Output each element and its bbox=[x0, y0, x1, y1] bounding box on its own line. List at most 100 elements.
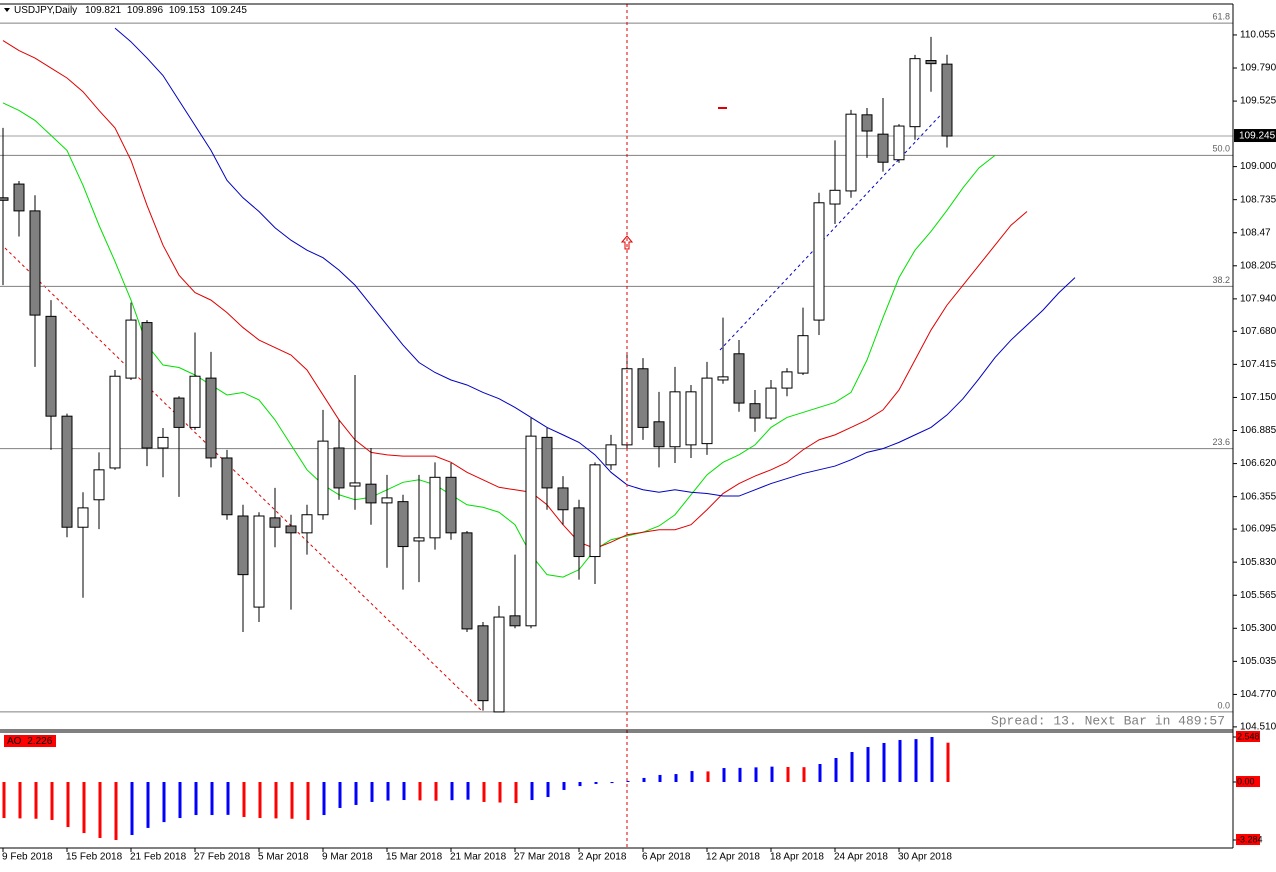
ao-tick-label: 2.548 bbox=[1237, 731, 1260, 741]
x-tick-label: 6 Apr 2018 bbox=[642, 852, 691, 863]
candle-body bbox=[429, 476, 441, 539]
y-tick-label: 109.525 bbox=[1240, 96, 1276, 107]
fib-label: 23.6 bbox=[1212, 437, 1230, 447]
candle-body bbox=[765, 387, 777, 419]
header-low: 109.153 bbox=[169, 5, 206, 16]
ma-line bbox=[2, 40, 1028, 549]
candle-body bbox=[653, 421, 665, 448]
price-pane bbox=[0, 22, 1233, 713]
x-tick-label: 9 Mar 2018 bbox=[322, 852, 373, 863]
candle-body bbox=[333, 447, 345, 489]
ao-tick-box bbox=[1236, 731, 1260, 743]
x-tick-label: 21 Mar 2018 bbox=[450, 852, 507, 863]
candle-body bbox=[365, 483, 377, 504]
x-tick-label: 18 Apr 2018 bbox=[770, 852, 824, 863]
header-high: 109.896 bbox=[127, 5, 164, 16]
candle-body bbox=[397, 501, 409, 548]
candle-body bbox=[637, 368, 649, 428]
candle-body bbox=[205, 377, 217, 459]
candle-body bbox=[0, 197, 9, 201]
candle-body bbox=[589, 464, 601, 558]
candle-body bbox=[13, 183, 25, 212]
y-tick-label: 105.830 bbox=[1240, 557, 1276, 568]
x-tick-label: 27 Mar 2018 bbox=[514, 852, 571, 863]
candle-body bbox=[525, 435, 537, 627]
fib-label: 61.8 bbox=[1212, 11, 1230, 21]
candle-body bbox=[493, 616, 505, 713]
candle-body bbox=[189, 375, 201, 428]
indicator-label: AO 2.226 bbox=[7, 736, 53, 747]
y-tick-label: 106.095 bbox=[1240, 524, 1276, 535]
candle-body bbox=[45, 315, 57, 417]
ao-tick-box bbox=[1236, 776, 1260, 788]
candle-body bbox=[317, 440, 329, 516]
candle-body bbox=[413, 537, 425, 542]
candle-body bbox=[813, 202, 825, 321]
y-tick-label: 105.035 bbox=[1240, 656, 1276, 667]
ao-tick-label: -3.284 bbox=[1237, 834, 1263, 844]
candle-body bbox=[77, 507, 89, 528]
y-tick-label: 108.735 bbox=[1240, 194, 1276, 205]
y-tick-label: 107.940 bbox=[1240, 294, 1276, 305]
candle-body bbox=[717, 376, 729, 381]
candle-body bbox=[269, 517, 281, 528]
y-tick-label: 107.680 bbox=[1240, 326, 1276, 337]
y-tick-label: 109.790 bbox=[1240, 63, 1276, 74]
candle-body bbox=[477, 625, 489, 702]
candle-body bbox=[141, 322, 153, 449]
indicator-value: 2.226 bbox=[27, 736, 52, 747]
candle-body bbox=[941, 63, 953, 137]
ao-tick-box bbox=[1236, 834, 1260, 846]
candle-body bbox=[893, 125, 905, 161]
y-tick-label: 108.47 bbox=[1240, 227, 1271, 238]
y-tick-label: 105.300 bbox=[1240, 623, 1276, 634]
fib-label: 50.0 bbox=[1212, 144, 1230, 154]
candle-body bbox=[93, 469, 105, 501]
x-tick-label: 30 Apr 2018 bbox=[898, 852, 952, 863]
candle-body bbox=[221, 457, 233, 516]
y-tick-label: 105.565 bbox=[1240, 590, 1276, 601]
fib-label: 38.2 bbox=[1212, 275, 1230, 285]
candle-body bbox=[61, 415, 73, 528]
candle-body bbox=[285, 525, 297, 534]
candle-body bbox=[605, 444, 617, 466]
candle-body bbox=[29, 210, 41, 316]
y-tick-label: 108.205 bbox=[1240, 260, 1276, 271]
indicator-name: AO bbox=[7, 736, 22, 747]
candle-body bbox=[541, 436, 553, 489]
candle-body bbox=[381, 497, 393, 504]
x-tick-label: 27 Feb 2018 bbox=[194, 852, 251, 863]
x-tick-label: 15 Mar 2018 bbox=[386, 852, 443, 863]
y-tick-label: 106.885 bbox=[1240, 425, 1276, 436]
candle-body bbox=[509, 615, 521, 627]
candle-body bbox=[877, 133, 889, 163]
candle-body bbox=[253, 515, 265, 608]
candle-body bbox=[749, 403, 761, 419]
trend-line bbox=[719, 104, 951, 351]
candle-body bbox=[845, 113, 857, 192]
y-tick-label: 107.415 bbox=[1240, 359, 1276, 370]
menu-triangle bbox=[4, 8, 10, 12]
y-tick-label: 104.510 bbox=[1240, 722, 1276, 733]
ma-line bbox=[114, 27, 1076, 497]
candle-body bbox=[781, 371, 793, 389]
ma-line bbox=[2, 102, 996, 578]
candle-body bbox=[685, 391, 697, 446]
status-text: Spread: 13. Next Bar in 489:57 bbox=[991, 713, 1225, 728]
x-tick-label: 2 Apr 2018 bbox=[578, 852, 627, 863]
bid-label: 109.245 bbox=[1239, 131, 1276, 142]
bid-box bbox=[1234, 129, 1276, 143]
candle-body bbox=[925, 60, 937, 65]
candle-body bbox=[109, 375, 121, 469]
candle-body bbox=[797, 335, 809, 374]
x-tick-label: 12 Apr 2018 bbox=[706, 852, 760, 863]
x-tick-label: 24 Apr 2018 bbox=[834, 852, 888, 863]
y-tick-label: 109.000 bbox=[1240, 161, 1276, 172]
candle-body bbox=[349, 482, 361, 487]
x-tick-label: 9 Feb 2018 bbox=[2, 852, 53, 863]
candle-body bbox=[445, 476, 457, 534]
candle-body bbox=[237, 515, 249, 576]
